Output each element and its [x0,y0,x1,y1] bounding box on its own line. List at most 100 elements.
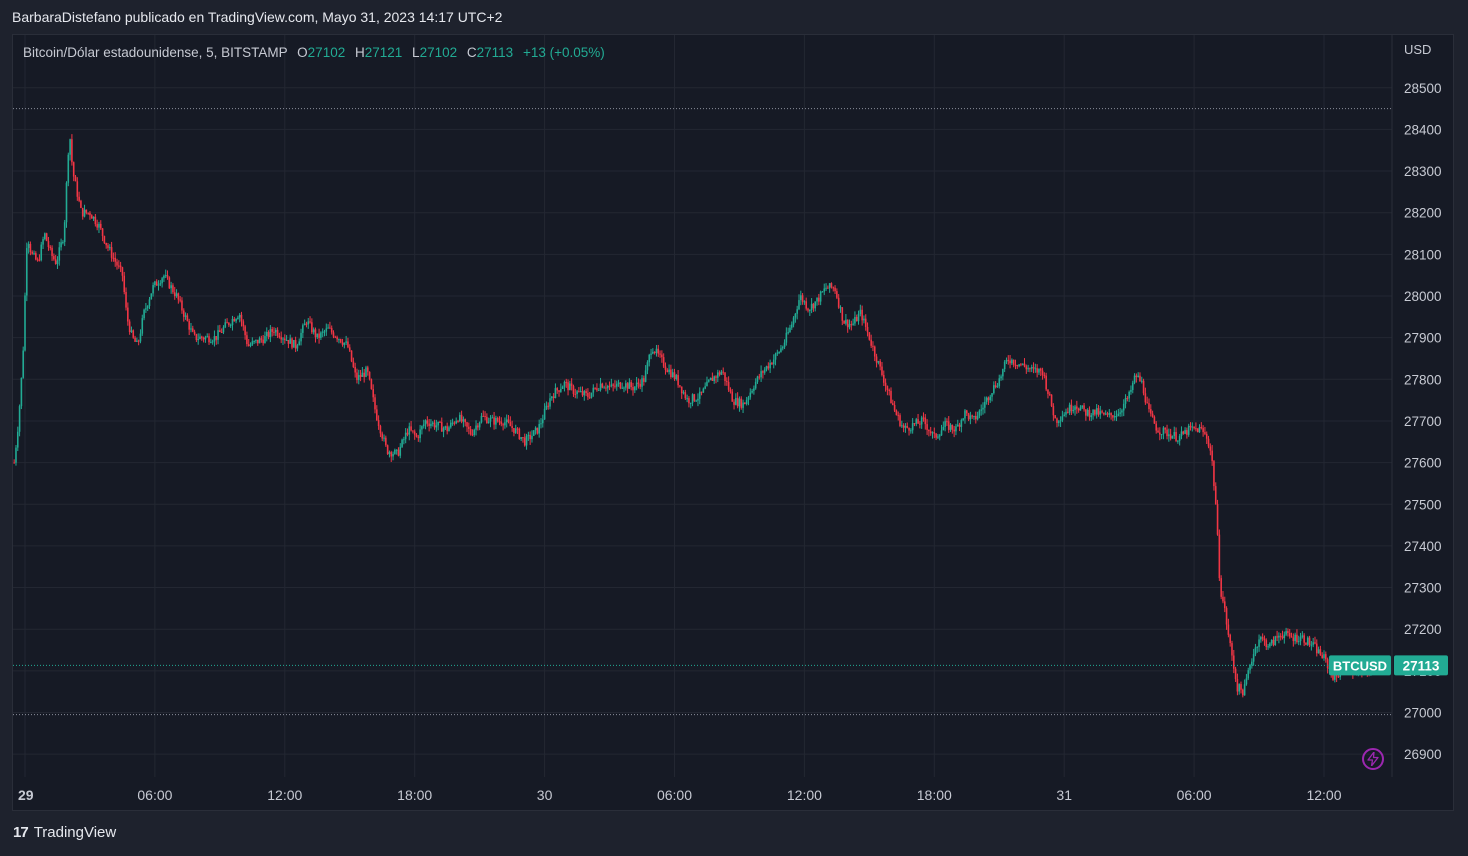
candle-body [1151,413,1154,417]
candle-body [1229,634,1231,644]
candle-body [1077,408,1080,411]
candle-body [276,329,279,336]
candle-body [1095,408,1098,415]
candle-body [45,233,48,241]
candle-body [976,415,979,420]
candle-body [828,283,831,289]
candle-body [821,291,824,293]
candle-body [264,335,266,344]
x-tick-label: 06:00 [657,787,692,803]
candle-body [229,325,232,327]
candle-body [781,347,784,349]
candle-body [237,317,239,320]
candle-body [1164,427,1167,430]
candle-body [794,313,797,318]
candle-body [31,251,34,254]
candle-body [747,397,750,400]
candle-body [731,391,734,402]
lightning-bolt-icon[interactable] [1362,748,1384,770]
last-price-label: 27113 [1403,658,1440,673]
candle-body [173,292,176,297]
candle-body [231,318,234,326]
candle-body [780,348,782,352]
candle-body [146,306,149,309]
candle-body [258,338,261,344]
low-value: 27102 [419,45,458,60]
candle-body [413,431,416,435]
candle-body [383,437,385,439]
candle-body [287,339,290,344]
candle-body [359,375,362,377]
y-tick-label: 28100 [1404,247,1442,262]
candle-body [94,216,97,225]
candle-body [67,154,70,183]
y-tick-label: 26900 [1404,747,1442,762]
candle-body [614,385,616,387]
candle-body [805,301,808,309]
candle-body [1180,431,1183,436]
y-tick-label: 28300 [1404,164,1442,179]
candle-body [1094,409,1096,415]
candle-body [424,420,427,425]
candle-body [655,348,658,353]
candle-body [1039,368,1042,371]
candle-body [60,242,62,248]
candle-body [560,388,562,392]
symbol-badge [1329,655,1391,676]
candle-body [864,318,867,327]
candle-body [929,431,932,434]
candle-body [1223,601,1226,609]
candle-body [689,402,692,404]
candle-body [893,404,896,411]
candle-body [906,425,909,428]
candle-body [1106,413,1109,415]
candle-body [1281,636,1284,639]
candle-body [193,331,196,335]
candle-body [484,416,486,418]
candle-body [493,417,495,425]
candle-body [763,369,766,373]
candle-body [1112,415,1114,418]
candle-body [148,299,151,307]
candle-body [1050,394,1053,407]
candle-body [327,327,329,329]
candle-body [320,332,322,338]
candle-body [442,428,445,432]
candle-body [863,318,865,321]
candle-body [53,256,55,260]
candle-body [1086,409,1089,416]
candle-body [365,367,367,377]
candle-body [931,432,934,434]
y-tick-label: 27500 [1404,497,1442,512]
candle-body [1325,654,1327,660]
candle-body [273,331,275,333]
y-tick-label: 28400 [1404,122,1442,137]
candle-body [1319,649,1322,656]
candle-body [832,287,835,289]
candle-body [917,419,919,424]
candle-body [1025,366,1028,370]
candle-body [1067,411,1069,413]
candle-body [702,388,705,393]
candle-body [403,439,405,441]
candle-body [256,339,259,344]
symbol-description[interactable]: Bitcoin/Dólar estadounidense, 5, BITSTAM… [23,45,288,60]
candle-body [181,300,183,311]
candle-body [345,341,347,343]
chart-panel[interactable] [12,34,1454,811]
footer-brand[interactable]: 17 TradingView [13,824,116,841]
candle-body [628,382,631,389]
candle-body [433,422,436,428]
candle-body [799,295,802,301]
candle-body [40,244,43,261]
candle-body [908,427,910,431]
candle-body [745,399,748,404]
currency-label[interactable]: USD [1404,42,1432,57]
candle-body [1057,421,1060,423]
candle-body [837,297,840,308]
candle-body [644,370,647,382]
candle-body [536,427,539,434]
candle-body [926,424,928,430]
x-tick-label: 12:00 [787,787,822,803]
